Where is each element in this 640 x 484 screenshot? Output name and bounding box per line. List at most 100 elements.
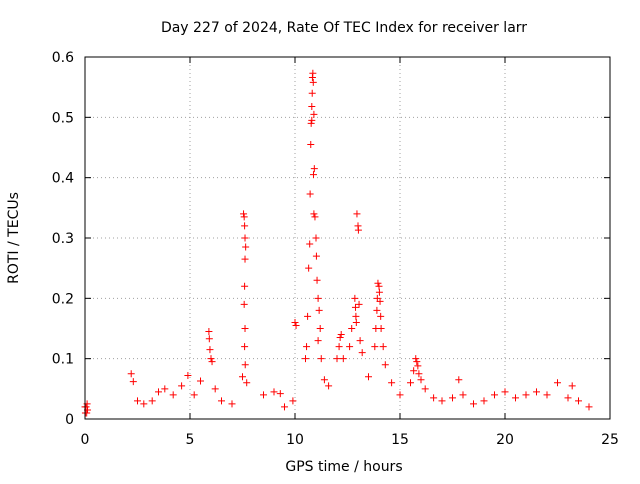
data-point	[281, 403, 288, 411]
data-point	[310, 210, 318, 218]
grid-layer	[85, 57, 610, 419]
data-point	[310, 165, 318, 173]
chart-title: Day 227 of 2024, Rate Of TEC Index for r…	[161, 20, 527, 36]
data-point	[161, 385, 169, 393]
data-point	[512, 394, 519, 402]
data-point	[352, 318, 360, 326]
data-point	[381, 361, 389, 369]
data-point	[415, 370, 423, 378]
data-point	[241, 222, 249, 230]
data-point	[459, 391, 467, 399]
data-point	[127, 370, 135, 378]
x-tick-label: 0	[81, 432, 90, 448]
data-point	[371, 343, 379, 351]
data-point	[417, 376, 425, 384]
data-point	[197, 377, 204, 385]
y-tick-label: 0.1	[52, 352, 74, 368]
x-tick-label: 5	[186, 432, 195, 448]
data-point	[374, 279, 382, 287]
data-point	[491, 391, 498, 399]
data-point	[276, 390, 284, 398]
data-point	[308, 102, 316, 110]
y-tick-label: 0.4	[52, 171, 74, 187]
data-point	[554, 379, 561, 387]
y-tick-label: 0	[65, 412, 74, 428]
data-point	[568, 382, 576, 390]
data-point	[148, 397, 156, 405]
data-point	[260, 391, 267, 399]
data-point	[178, 382, 186, 390]
data-point	[522, 391, 530, 399]
data-point	[379, 343, 387, 351]
data-point	[410, 367, 418, 375]
data-point	[354, 226, 362, 234]
data-point	[315, 306, 323, 314]
data-point	[430, 394, 438, 402]
data-point	[270, 388, 278, 396]
data-point	[241, 361, 249, 369]
data-point	[455, 376, 463, 384]
data-point	[346, 343, 354, 351]
data-point	[240, 213, 248, 221]
data-point	[242, 243, 250, 251]
data-point	[320, 376, 328, 384]
data-point	[304, 312, 312, 320]
data-point	[351, 294, 359, 302]
data-point	[307, 119, 315, 127]
data-point	[333, 355, 341, 363]
data-point	[396, 391, 404, 399]
data-point	[375, 288, 383, 296]
data-point	[190, 391, 198, 399]
points-layer	[81, 69, 593, 417]
data-point	[291, 318, 299, 326]
data-point	[306, 190, 314, 198]
data-point	[356, 337, 364, 345]
data-point	[311, 213, 319, 221]
data-point	[421, 385, 429, 393]
data-point	[309, 171, 317, 179]
data-point	[365, 373, 372, 381]
data-point	[325, 382, 333, 390]
data-point	[564, 394, 572, 402]
data-point	[208, 358, 216, 366]
tick-layer: 0 5 10 15 20 25 0 0.1 0.2 0.3 0.4 0.5 0.6	[52, 50, 619, 448]
data-point	[305, 264, 313, 272]
data-point	[353, 210, 361, 218]
data-point	[352, 312, 360, 320]
y-axis-label: ROTI / TECUs	[6, 192, 22, 284]
data-point	[140, 400, 148, 408]
y-tick-label: 0.5	[52, 110, 74, 126]
data-point	[312, 252, 320, 260]
data-point	[575, 397, 582, 405]
data-point	[218, 397, 225, 405]
data-point	[376, 297, 384, 305]
data-point	[308, 116, 316, 124]
data-point	[184, 372, 192, 380]
data-point	[309, 78, 317, 86]
data-point	[303, 343, 311, 351]
data-point	[313, 276, 321, 284]
data-point	[155, 388, 162, 396]
data-point	[289, 397, 297, 405]
data-point	[337, 331, 345, 339]
data-point	[228, 400, 236, 408]
data-point	[388, 379, 396, 387]
data-point	[317, 355, 325, 363]
data-point	[243, 379, 251, 387]
x-tick-label: 15	[391, 432, 409, 448]
data-point	[314, 294, 322, 302]
plot-frame	[84, 56, 611, 420]
data-point	[351, 303, 359, 311]
x-tick-label: 10	[286, 432, 304, 448]
data-point	[470, 400, 477, 408]
data-point	[306, 240, 314, 248]
data-point	[310, 110, 318, 118]
data-point	[375, 282, 383, 290]
data-point	[129, 378, 137, 386]
x-tick-label: 20	[496, 432, 514, 448]
data-point	[241, 234, 249, 242]
data-point	[585, 403, 593, 411]
y-tick-label: 0.2	[52, 291, 74, 307]
